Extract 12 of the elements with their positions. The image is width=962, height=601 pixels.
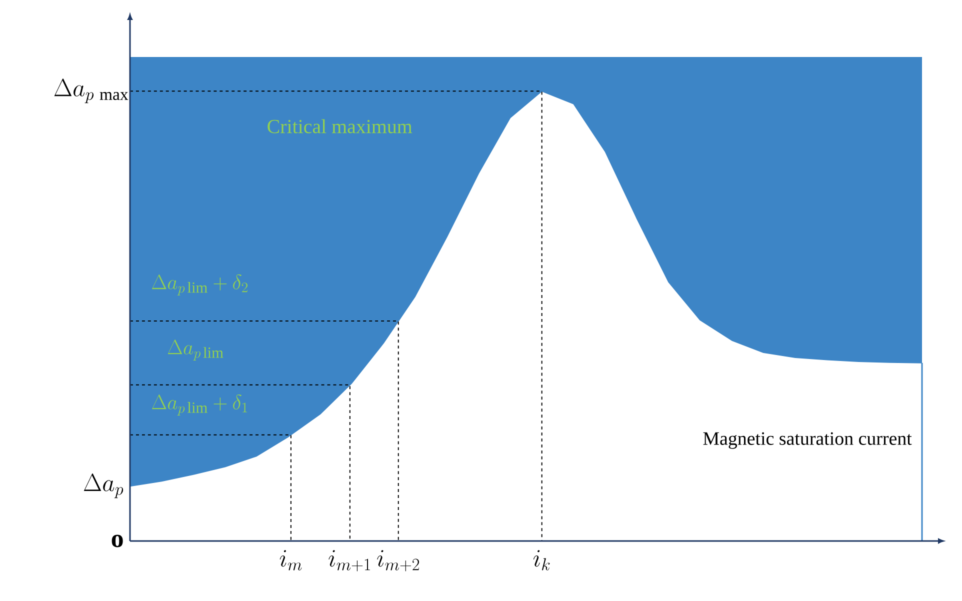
text: $i_{m}$ xyxy=(280,550,302,570)
text: $\Delta a_{p}$ xyxy=(84,474,124,498)
annotation: Magnetic saturation current xyxy=(703,432,912,449)
text: $i_{m+1}$ xyxy=(328,550,370,572)
text: $\mathbf{o}$ xyxy=(112,534,123,548)
text: $i_{m+2}$ xyxy=(377,550,420,572)
text: $i_{k}$ xyxy=(533,550,550,570)
annotation: Critical maximum xyxy=(268,119,412,134)
annotation: $\Delta a_{p\,\mathrm{lim}}$ xyxy=(168,340,224,360)
ref-line-label: $\Delta a_{p\,\max}$ xyxy=(54,78,128,104)
annotation: $\Delta a_{p\,\mathrm{lim}}+\delta_{2}$ xyxy=(152,274,248,296)
annotation: $\Delta a_{p\,\mathrm{lim}}+\delta_{1}$ xyxy=(152,394,248,416)
